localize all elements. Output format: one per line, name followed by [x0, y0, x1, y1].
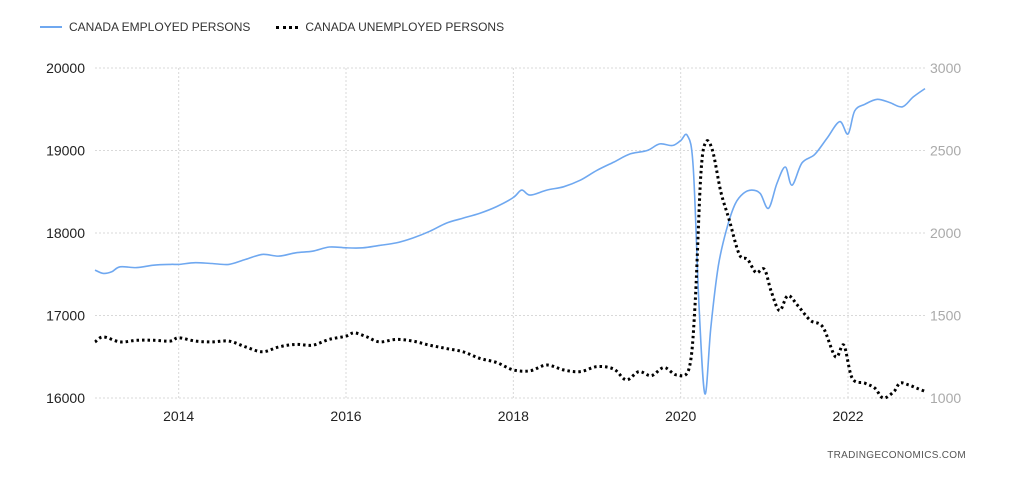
- legend-item-employed[interactable]: CANADA EMPLOYED PERSONS: [40, 20, 250, 34]
- legend: CANADA EMPLOYED PERSONS CANADA UNEMPLOYE…: [40, 20, 530, 34]
- left-axis-tick-label: 16000: [46, 390, 85, 406]
- x-axis-tick-label: 2020: [665, 408, 696, 424]
- right-axis-tick-label: 1000: [930, 390, 961, 406]
- right-axis-tick-label: 1500: [930, 308, 961, 324]
- x-axis-tick-label: 2018: [498, 408, 529, 424]
- left-axis-tick-label: 17000: [46, 308, 85, 324]
- legend-label-employed: CANADA EMPLOYED PERSONS: [69, 20, 251, 34]
- series-layer: [94, 87, 926, 400]
- right-axis-tick-label: 2500: [930, 143, 961, 159]
- left-axis-tick-label: 19000: [46, 143, 85, 159]
- legend-swatch-employed: [40, 26, 62, 28]
- series-line-employed: [94, 87, 926, 395]
- right-axis-tick-label: 2000: [930, 225, 961, 241]
- x-axis-tick-label: 2014: [163, 408, 194, 424]
- left-axis-tick-label: 18000: [46, 225, 85, 241]
- source-credit[interactable]: TRADINGECONOMICS.COM: [827, 450, 966, 461]
- series-line-unemployed: [94, 139, 926, 400]
- legend-label-unemployed: CANADA UNEMPLOYED PERSONS: [305, 20, 505, 34]
- x-axis-tick-label: 2022: [832, 408, 863, 424]
- right-axis-ticks: 1000 1500 2000 2500 3000: [930, 60, 961, 406]
- right-axis-tick-label: 3000: [930, 60, 961, 76]
- left-axis-tick-label: 20000: [46, 60, 85, 76]
- x-axis-ticks: 2014 2016 2018 2020 2022: [163, 408, 864, 424]
- legend-item-unemployed[interactable]: CANADA UNEMPLOYED PERSONS: [276, 20, 504, 34]
- x-axis-tick-label: 2016: [330, 408, 361, 424]
- legend-swatch-unemployed: [276, 25, 299, 29]
- left-axis-ticks: 16000 17000 18000 19000 20000: [46, 60, 85, 406]
- grid: [95, 67, 925, 399]
